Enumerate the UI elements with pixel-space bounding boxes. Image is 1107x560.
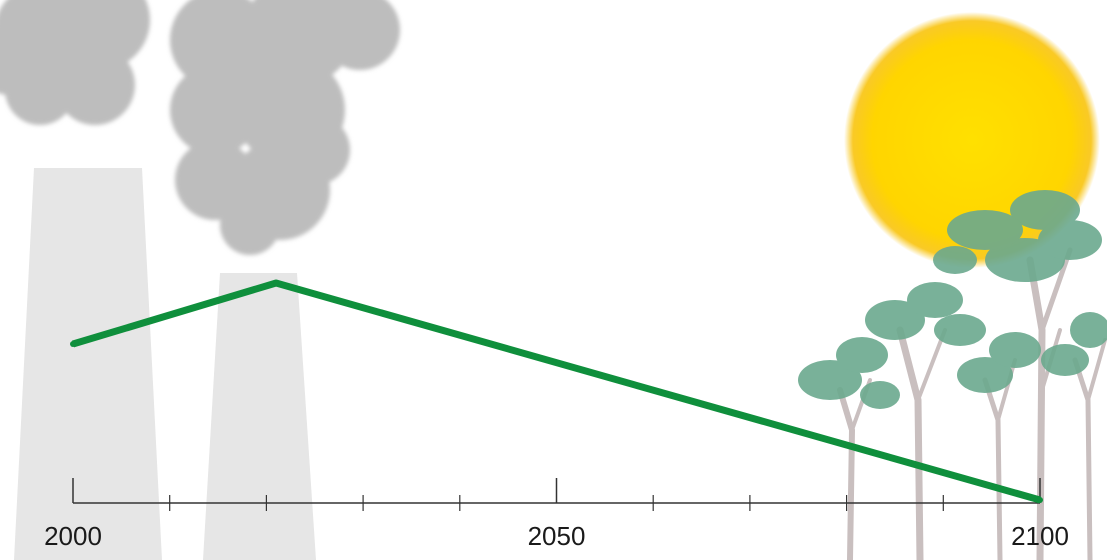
data-point-2 <box>1037 497 1043 503</box>
x-axis-tick-labels: 2000 2050 2100 <box>44 521 1069 551</box>
data-point-0 <box>70 341 76 348</box>
series-line-group <box>70 279 1043 504</box>
tick-label-2050: 2050 <box>528 521 586 551</box>
tick-label-2000: 2000 <box>44 521 102 551</box>
tree-icon <box>798 190 1107 560</box>
tick-label-2100: 2100 <box>1011 521 1069 551</box>
smoke-cloud-icon <box>0 0 400 255</box>
data-point-1 <box>273 280 280 286</box>
chimney-icon <box>14 168 316 560</box>
